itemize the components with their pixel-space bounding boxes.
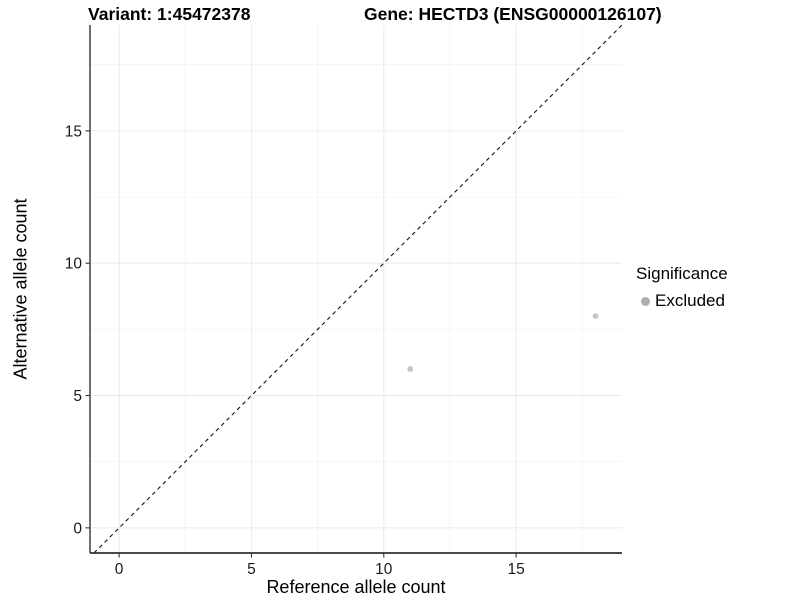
y-tick-label: 0 bbox=[73, 520, 82, 537]
plot-title-gene: Gene: HECTD3 (ENSG00000126107) bbox=[364, 4, 662, 24]
legend-item-excluded: Excluded bbox=[641, 291, 728, 311]
x-tick-label: 15 bbox=[508, 561, 525, 578]
data-point bbox=[592, 313, 599, 320]
y-tick-label: 5 bbox=[73, 388, 82, 405]
y-tick-label: 10 bbox=[65, 256, 83, 273]
y-tick-label: 15 bbox=[65, 123, 82, 140]
x-tick-label: 10 bbox=[375, 561, 393, 578]
x-axis-title: Reference allele count bbox=[266, 577, 446, 597]
identity-line bbox=[93, 24, 623, 554]
legend-point-icon bbox=[641, 296, 650, 306]
legend: Significance Excluded bbox=[636, 264, 728, 311]
x-tick-label: 0 bbox=[115, 561, 124, 578]
legend-title: Significance bbox=[636, 264, 728, 283]
x-tick-label: 5 bbox=[247, 561, 256, 578]
legend-item-label: Excluded bbox=[655, 291, 725, 310]
plot-title-variant: Variant: 1:45472378 bbox=[88, 4, 251, 24]
data-point bbox=[407, 366, 414, 372]
y-axis-title: Alternative allele count bbox=[10, 198, 31, 380]
